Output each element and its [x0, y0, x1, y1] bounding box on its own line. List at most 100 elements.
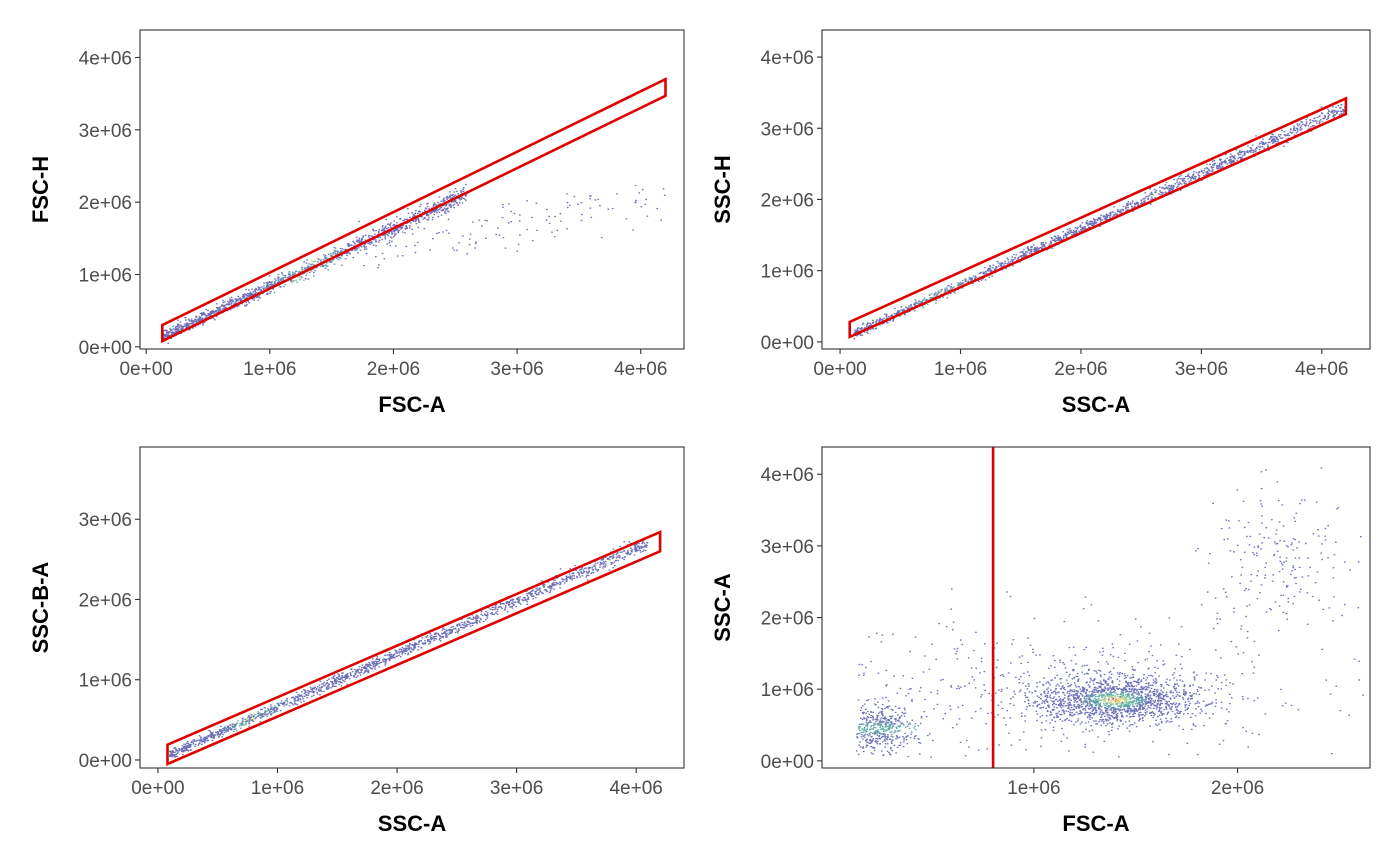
event-point — [295, 695, 297, 698]
event-point — [244, 304, 246, 307]
event-point — [579, 568, 582, 571]
event-point — [1060, 239, 1062, 241]
event-point — [980, 279, 983, 281]
event-point — [1250, 151, 1252, 153]
event-point — [365, 248, 368, 250]
event-point — [266, 287, 269, 289]
event-point — [1154, 677, 1157, 680]
event-point — [859, 328, 862, 330]
event-point — [1287, 137, 1290, 139]
event-point — [230, 302, 233, 304]
event-point — [1309, 119, 1311, 121]
event-point — [248, 723, 251, 725]
event-point — [445, 204, 448, 206]
event-point — [1072, 231, 1075, 234]
event-point — [1107, 711, 1109, 713]
event-point — [208, 729, 210, 732]
event-point — [1120, 210, 1122, 212]
event-point — [585, 567, 587, 569]
event-point — [223, 307, 226, 309]
event-point — [276, 710, 278, 712]
event-point — [409, 643, 411, 645]
event-point — [458, 202, 461, 204]
event-point — [454, 194, 456, 196]
event-point — [214, 310, 217, 312]
event-point — [175, 328, 178, 331]
event-point — [634, 550, 637, 553]
event-point — [526, 601, 529, 603]
event-point — [1203, 168, 1206, 170]
event-point — [475, 241, 477, 243]
event-point — [913, 303, 915, 306]
event-point — [405, 650, 407, 652]
event-point — [1112, 703, 1115, 705]
event-point — [1182, 180, 1184, 182]
event-point — [239, 297, 241, 299]
event-point — [1280, 134, 1282, 136]
event-point — [1116, 713, 1119, 715]
event-point — [340, 681, 343, 684]
event-point — [409, 227, 411, 229]
event-point — [1103, 700, 1105, 702]
event-point — [163, 329, 165, 332]
event-point — [450, 206, 452, 209]
event-point — [1128, 730, 1131, 732]
event-point — [1085, 682, 1088, 684]
event-point — [559, 213, 562, 215]
event-point — [362, 666, 365, 668]
event-point — [326, 258, 329, 260]
event-point — [1183, 182, 1185, 184]
event-point — [562, 578, 564, 580]
event-point — [389, 240, 391, 242]
event-point — [565, 580, 567, 582]
event-point — [431, 211, 433, 213]
event-point — [197, 318, 199, 320]
event-point — [400, 648, 403, 651]
event-point — [1099, 217, 1102, 220]
event-point — [494, 608, 497, 610]
event-point — [424, 210, 426, 212]
event-point — [257, 299, 260, 301]
event-point — [860, 328, 863, 331]
event-point — [202, 324, 204, 326]
event-point — [516, 250, 519, 252]
event-point — [251, 715, 254, 717]
event-point — [466, 253, 468, 255]
event-point — [1087, 224, 1089, 226]
event-point — [1267, 144, 1269, 146]
event-point — [377, 267, 379, 269]
event-point — [318, 688, 320, 690]
event-point — [365, 668, 368, 670]
event-point — [1100, 214, 1102, 216]
event-point — [1108, 706, 1110, 708]
event-point — [1217, 166, 1220, 168]
event-point — [1084, 708, 1086, 710]
event-point — [1064, 233, 1067, 235]
event-point — [525, 590, 528, 592]
event-point — [1238, 150, 1241, 152]
event-point — [267, 285, 269, 287]
event-point — [495, 603, 498, 605]
event-point — [353, 249, 356, 251]
event-point — [384, 664, 386, 666]
event-point — [307, 278, 310, 280]
event-point — [317, 686, 319, 688]
event-point — [1032, 249, 1035, 251]
event-point — [553, 581, 555, 584]
event-point — [623, 541, 626, 543]
event-point — [242, 294, 244, 296]
event-point — [1097, 661, 1100, 663]
event-point — [1064, 232, 1067, 235]
event-point — [519, 234, 521, 236]
event-point — [1133, 700, 1135, 703]
event-point — [319, 694, 321, 696]
event-point — [198, 317, 201, 319]
event-point — [1178, 695, 1180, 697]
event-point — [1200, 169, 1203, 171]
event-point — [1062, 236, 1065, 238]
event-point — [1128, 693, 1130, 695]
event-point — [1336, 112, 1338, 114]
event-point — [334, 682, 336, 684]
event-point — [190, 744, 192, 746]
event-point — [207, 315, 210, 317]
